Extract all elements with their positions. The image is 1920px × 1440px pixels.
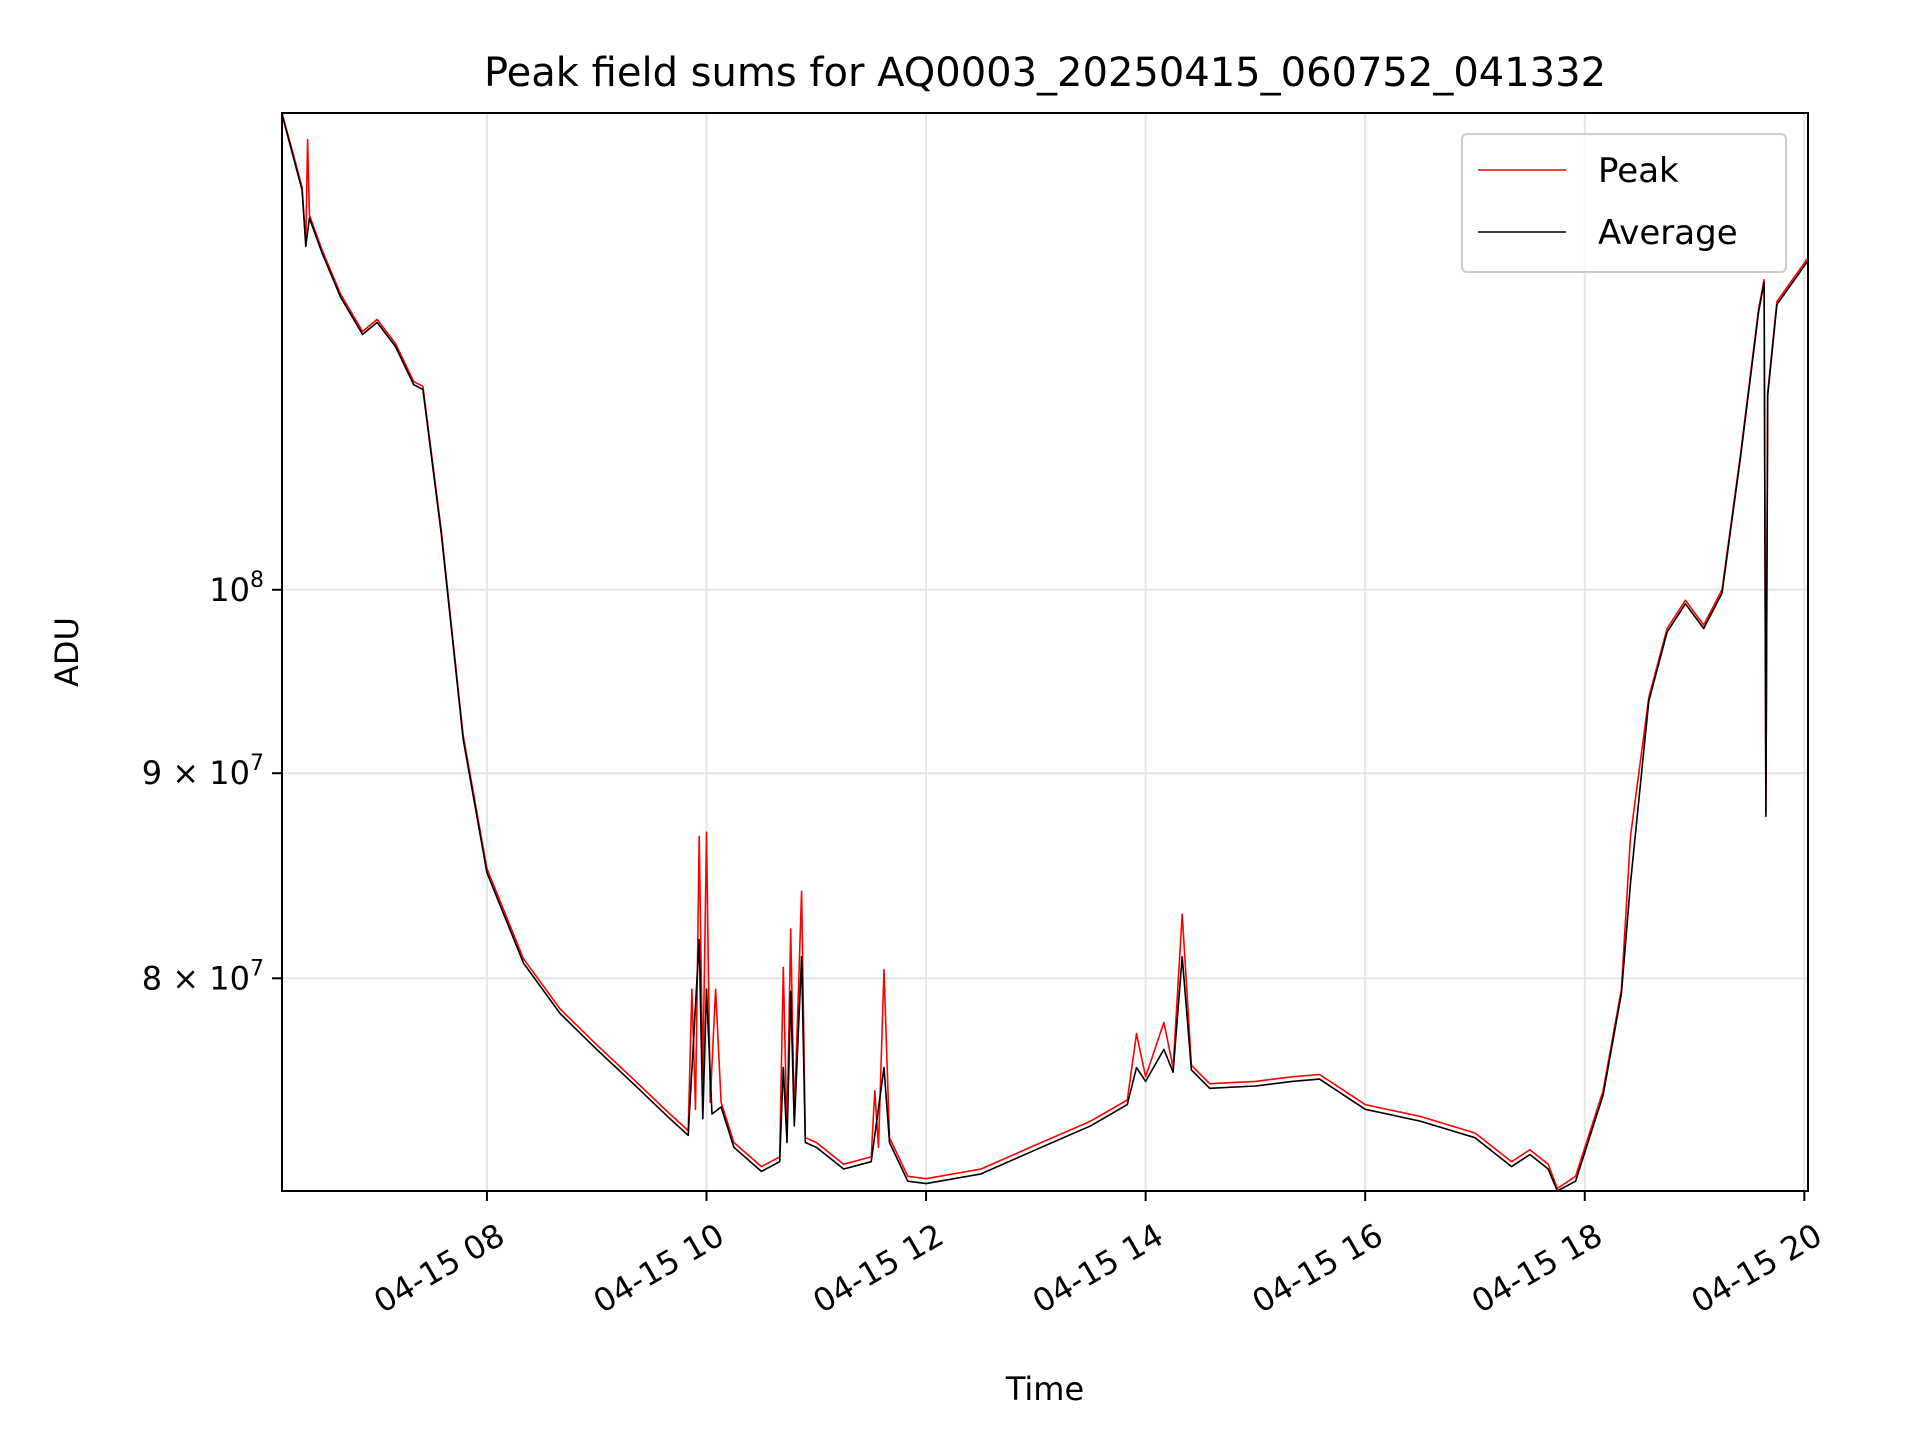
y-tick-label-exponent: 7 <box>250 956 264 981</box>
y-tick-label: 8 × 107 <box>142 956 264 997</box>
y-axis-label: ADU <box>48 617 86 687</box>
y-tick-label: 9 × 107 <box>142 751 264 792</box>
y-tick-label-base: 8 × 10 <box>142 959 250 997</box>
series-layer <box>282 113 1808 1191</box>
chart-title: Peak field sums for AQ0003_20250415_0607… <box>484 50 1606 96</box>
plot-frame <box>281 112 1809 1192</box>
legend-average-label: Average <box>1598 213 1738 253</box>
grid <box>282 113 1808 1191</box>
legend: Peak Average <box>1461 133 1787 273</box>
y-tick-label-base: 10 <box>209 571 250 609</box>
y-tick-label: 108 <box>209 568 264 609</box>
legend-peak-label: Peak <box>1598 151 1679 191</box>
y-tick-label-exponent: 8 <box>250 568 264 593</box>
y-tick-label-base: 9 × 10 <box>142 754 250 792</box>
x-axis-label: Time <box>1005 1370 1084 1408</box>
series-line-average <box>282 114 1808 1191</box>
legend-box <box>1461 133 1787 273</box>
y-tick-label-exponent: 7 <box>250 751 264 776</box>
